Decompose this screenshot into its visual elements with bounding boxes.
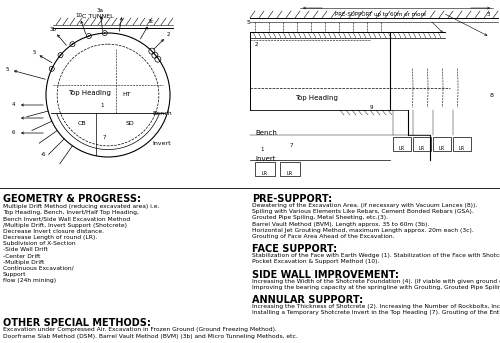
Text: PRE-SUPPORT up to 60m or more: PRE-SUPPORT up to 60m or more	[335, 12, 426, 17]
Text: -Multiple Drift: -Multiple Drift	[3, 260, 44, 265]
Text: Invert: Invert	[255, 156, 276, 162]
Text: LR: LR	[287, 171, 293, 176]
Text: LR: LR	[419, 146, 425, 151]
Text: Bench: Bench	[152, 111, 172, 116]
Text: Barrel Vault Method (BVM). Length approx. 35 to 60m (3b).: Barrel Vault Method (BVM). Length approx…	[252, 222, 429, 227]
Text: 7: 7	[103, 135, 106, 140]
Text: Top Heading: Top Heading	[68, 90, 112, 96]
Bar	[255, 162, 275, 176]
Text: 5: 5	[247, 20, 251, 25]
Text: Doorframe Slab Method (DSM). Barrel Vault Method (BVM) (3b) and Micro Tunneling : Doorframe Slab Method (DSM). Barrel Vaul…	[3, 334, 298, 339]
Text: Stabilization of the Face with Earth Wedge (1). Stabilization of the Face with S: Stabilization of the Face with Earth Wed…	[252, 253, 500, 258]
Bar	[433, 137, 451, 151]
Text: Horizontal Jet Grouting Method, maximum Length approx. 20m each (3c).: Horizontal Jet Grouting Method, maximum …	[252, 228, 474, 233]
Text: 3a: 3a	[97, 8, 104, 13]
Text: LR: LR	[439, 146, 445, 151]
Text: 10: 10	[76, 13, 82, 17]
Text: Decrease Length of round (LR).: Decrease Length of round (LR).	[3, 235, 97, 240]
Text: HT: HT	[122, 92, 130, 97]
Text: 5: 5	[32, 50, 36, 55]
Text: 2: 2	[255, 42, 258, 47]
Text: Excavation under Compressed Air. Excavation in Frozen Ground (Ground Freezing Me: Excavation under Compressed Air. Excavat…	[3, 328, 277, 332]
Text: CB: CB	[78, 121, 86, 126]
Text: 3c: 3c	[147, 19, 154, 24]
Text: Improving the bearing capacity at the springline with Grouting, Grouted Pipe Spi: Improving the bearing capacity at the sp…	[252, 285, 500, 290]
Text: Spiling with Various Elements Like Rebars, Cement Bonded Rebars (GSA).: Spiling with Various Elements Like Rebar…	[252, 209, 474, 214]
Text: ANNULAR SUPPORT:: ANNULAR SUPPORT:	[252, 295, 363, 305]
Text: Continuous Excavation/: Continuous Excavation/	[3, 266, 74, 271]
Text: 7: 7	[290, 143, 294, 148]
Text: 3b: 3b	[50, 27, 57, 32]
Text: 1: 1	[100, 103, 103, 108]
Text: Invert: Invert	[152, 141, 172, 146]
Text: OTHER SPECIAL METHODS:: OTHER SPECIAL METHODS:	[3, 318, 151, 328]
Text: Dewatering of the Excavation Area. (if necessary with Vacuum Lances (8)).: Dewatering of the Excavation Area. (if n…	[252, 203, 477, 208]
Bar	[453, 137, 471, 151]
Text: -Center Drift: -Center Drift	[3, 253, 40, 259]
Text: Decrease Invert closure distance.: Decrease Invert closure distance.	[3, 229, 104, 234]
Text: 6: 6	[11, 130, 15, 135]
Text: LR: LR	[399, 146, 405, 151]
Text: Increasing the Thickness of Shotcrete (2). Increasing the Number of Rockbolts, I: Increasing the Thickness of Shotcrete (2…	[252, 304, 500, 309]
Circle shape	[72, 44, 73, 45]
Text: Grouted Pipe Spiling, Metal Sheeting, etc.(3).: Grouted Pipe Spiling, Metal Sheeting, et…	[252, 215, 388, 221]
Text: /Multiple Drift, Invert Support (Shotcrete): /Multiple Drift, Invert Support (Shotcre…	[3, 223, 127, 228]
Text: Installing a Temporary Shotcrete Invert in the Top Heading (7). Grouting of the : Installing a Temporary Shotcrete Invert …	[252, 310, 500, 315]
Text: LR: LR	[459, 146, 465, 151]
Text: 4: 4	[11, 103, 15, 107]
Bar	[413, 137, 431, 151]
Text: Top Heading: Top Heading	[295, 95, 338, 101]
Text: SIDE WALL IMPROVEMENT:: SIDE WALL IMPROVEMENT:	[252, 270, 399, 280]
Text: Pocket Excavation & Support Method (10).: Pocket Excavation & Support Method (10).	[252, 259, 380, 264]
Text: 1: 1	[260, 147, 264, 152]
Circle shape	[51, 68, 52, 70]
Text: GEOMETRY & PROGRESS:: GEOMETRY & PROGRESS:	[3, 194, 141, 204]
Text: 2: 2	[166, 32, 170, 37]
Text: LR: LR	[262, 171, 268, 176]
Text: flow (24h mining): flow (24h mining)	[3, 279, 56, 283]
Text: 9: 9	[370, 105, 374, 110]
Text: Support: Support	[3, 272, 26, 277]
Text: -Side Wall Drift: -Side Wall Drift	[3, 247, 48, 252]
Text: Top Heading, Bench, Invert/Half Top Heading,: Top Heading, Bench, Invert/Half Top Head…	[3, 210, 139, 215]
Text: 5: 5	[6, 67, 10, 72]
Text: Subdivision of X-Section: Subdivision of X-Section	[3, 241, 76, 246]
Circle shape	[88, 35, 90, 37]
Bar	[280, 162, 300, 176]
Text: 8: 8	[490, 93, 494, 98]
Bar	[393, 137, 411, 151]
Text: Grouting of Face Area Ahead of the Excavation.: Grouting of Face Area Ahead of the Excav…	[252, 234, 394, 239]
Text: Bench Invert/Side Wall Excavation Method: Bench Invert/Side Wall Excavation Method	[3, 216, 130, 221]
Text: Bench: Bench	[255, 130, 277, 136]
Text: SD: SD	[126, 121, 135, 126]
Text: Increasing the Width of the Shotcrete Foundation (4). (If viable with given grou: Increasing the Width of the Shotcrete Fo…	[252, 279, 500, 284]
Text: Multiple Drift Method (reducing excavated area) i.e.: Multiple Drift Method (reducing excavate…	[3, 204, 160, 209]
Text: -6: -6	[41, 152, 46, 157]
Text: PRE-SUPPORT:: PRE-SUPPORT:	[252, 194, 332, 204]
Text: 3: 3	[486, 12, 490, 17]
Text: C TUNNEL: C TUNNEL	[82, 14, 114, 19]
Circle shape	[60, 54, 62, 56]
Circle shape	[104, 32, 106, 34]
Text: FACE SUPPORT:: FACE SUPPORT:	[252, 244, 337, 254]
